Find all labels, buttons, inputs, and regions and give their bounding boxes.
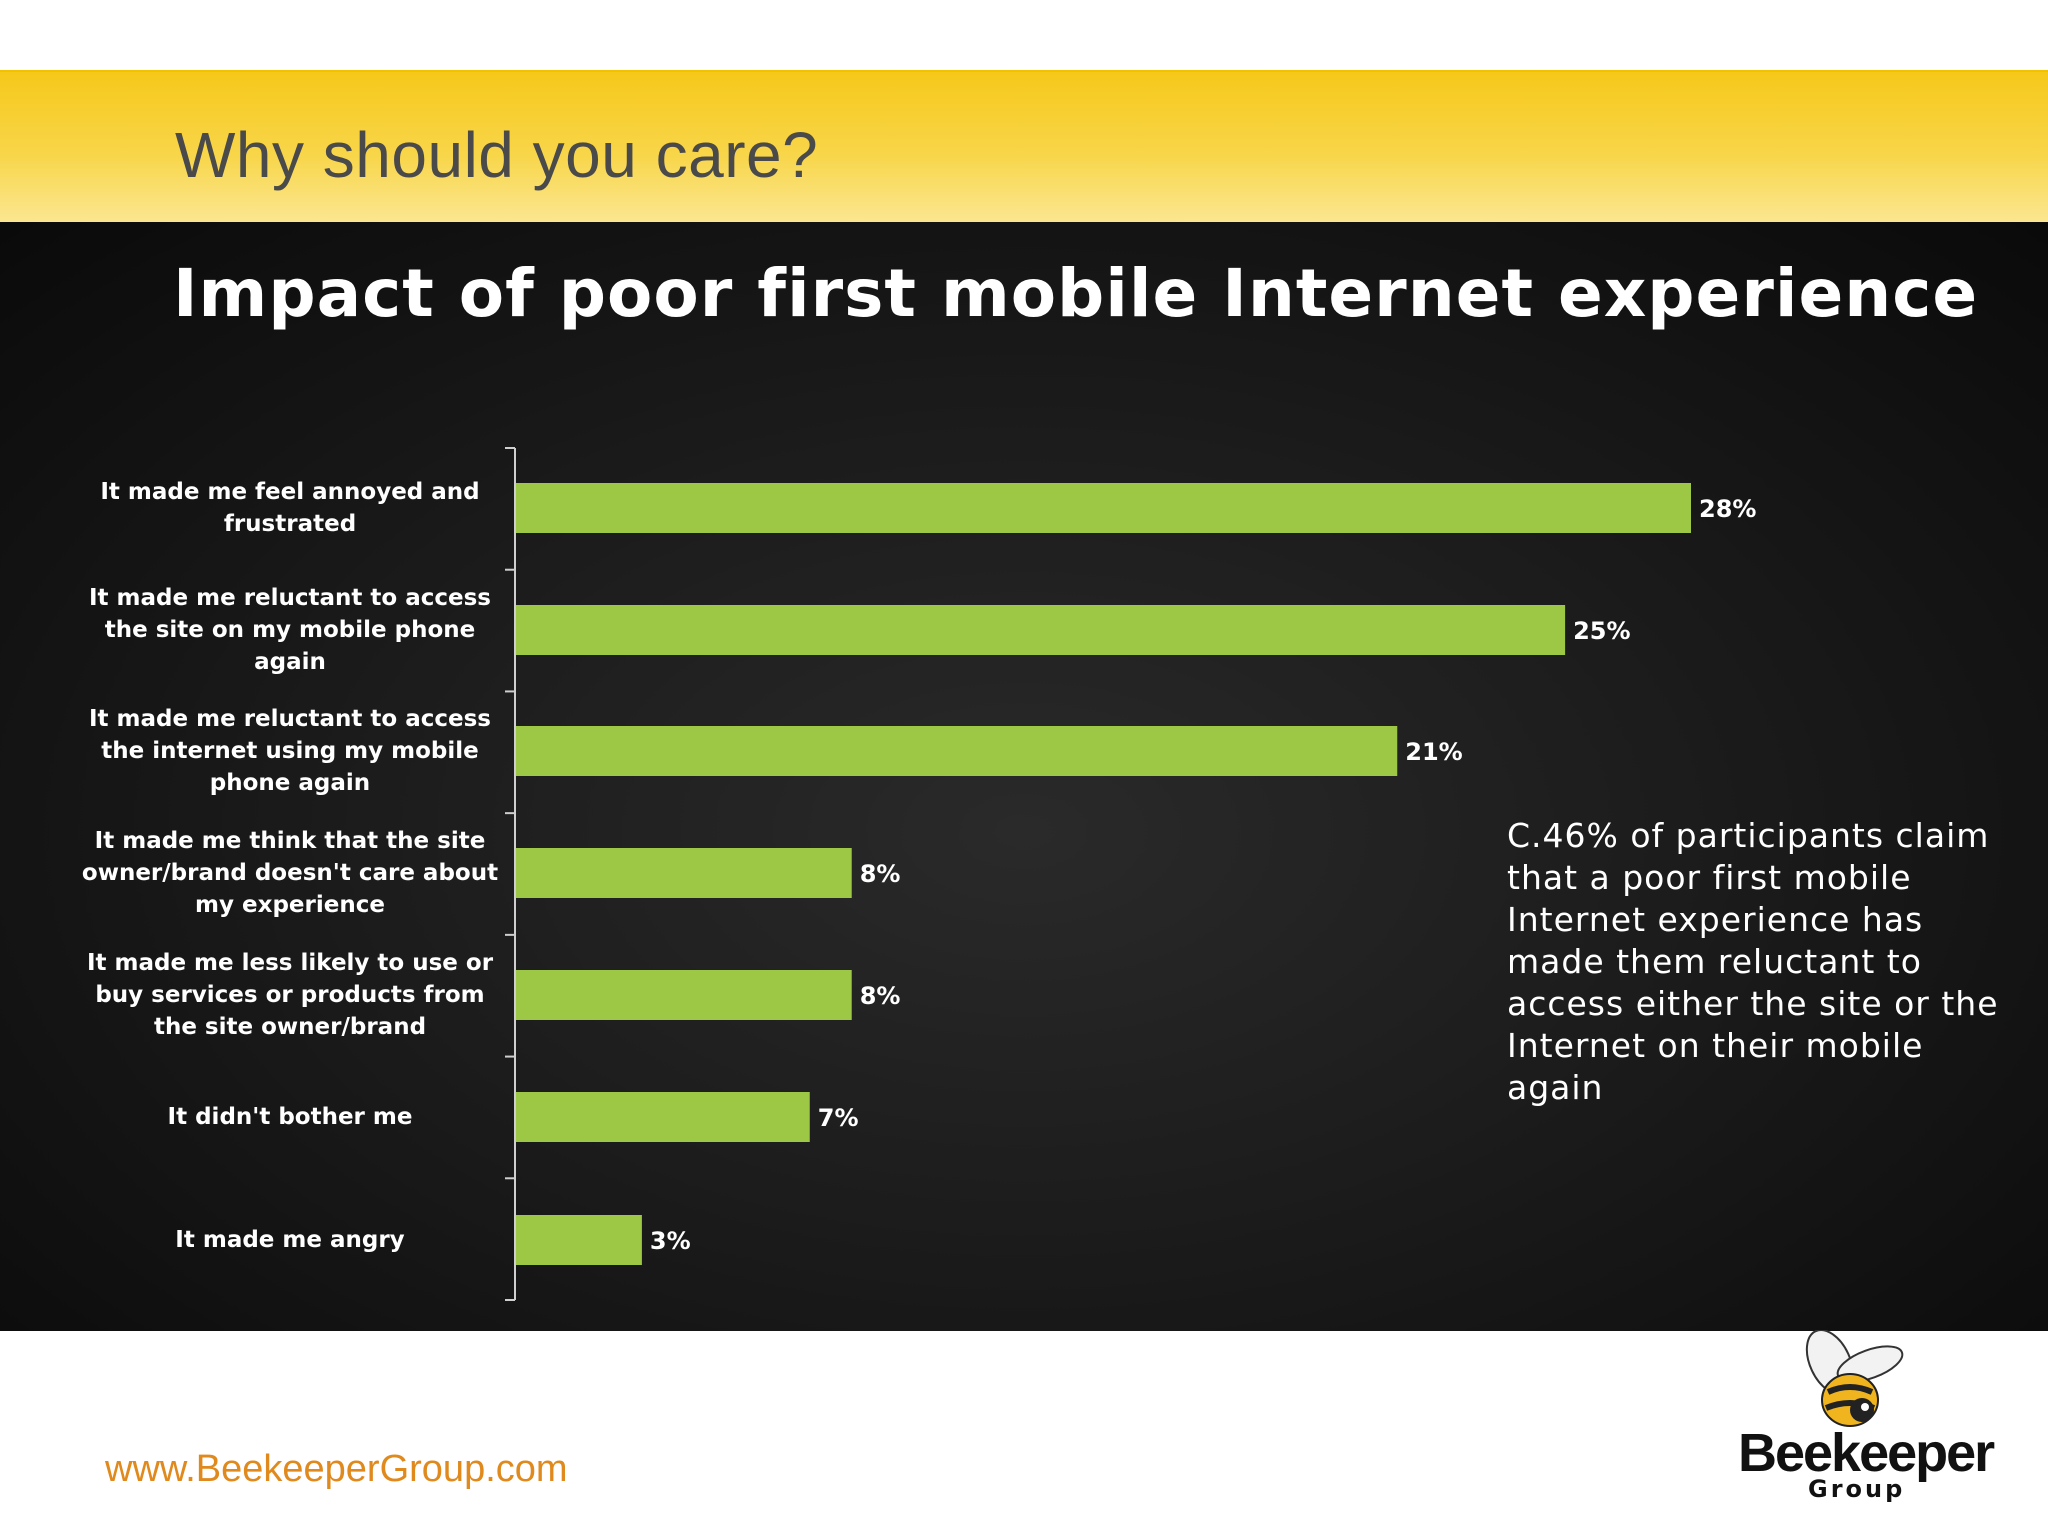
bar-value-label: 25%	[1573, 617, 1630, 645]
bar-value-label: 8%	[860, 982, 901, 1010]
bee-logo-icon	[1805, 1330, 1904, 1427]
header-band	[0, 70, 2048, 224]
category-label: It made me feel annoyed and frustrated	[100, 479, 480, 537]
slide-title: Why should you care?	[175, 119, 819, 191]
bar	[516, 1215, 642, 1265]
chart-panel	[0, 222, 2048, 1331]
category-label: It didn't bother me	[167, 1104, 413, 1130]
bar	[516, 726, 1398, 776]
bar-value-label: 7%	[818, 1104, 859, 1132]
bar	[516, 605, 1566, 655]
bar	[516, 1092, 810, 1142]
category-label: It made me think that the site owner/bra…	[81, 828, 499, 918]
category-label: It made me reluctant to access the inter…	[89, 706, 491, 796]
bar-chart: 28% 25% 21% 8% 8% 7% 3%	[505, 447, 1756, 1301]
category-label: It made me angry	[175, 1227, 405, 1253]
chart-title: Impact of poor first mobile Internet exp…	[173, 255, 1979, 332]
category-label: It made me less likely to use or buy ser…	[86, 950, 494, 1040]
bar-value-label: 8%	[860, 860, 901, 888]
bar-value-label: 28%	[1699, 495, 1756, 523]
bar	[516, 970, 852, 1020]
logo-subtitle: Group	[1808, 1475, 1906, 1503]
bar	[516, 483, 1691, 533]
callout-text: C.46% of participants claim that a poor …	[1507, 816, 1999, 1107]
bar	[516, 848, 852, 898]
bar-value-label: 3%	[650, 1227, 691, 1255]
category-label: It made me reluctant to access the site …	[89, 585, 491, 675]
bar-value-label: 21%	[1405, 738, 1462, 766]
website-link[interactable]: www.BeekeeperGroup.com	[105, 1448, 568, 1490]
logo-wordmark: Beekeeper	[1738, 1423, 1995, 1483]
